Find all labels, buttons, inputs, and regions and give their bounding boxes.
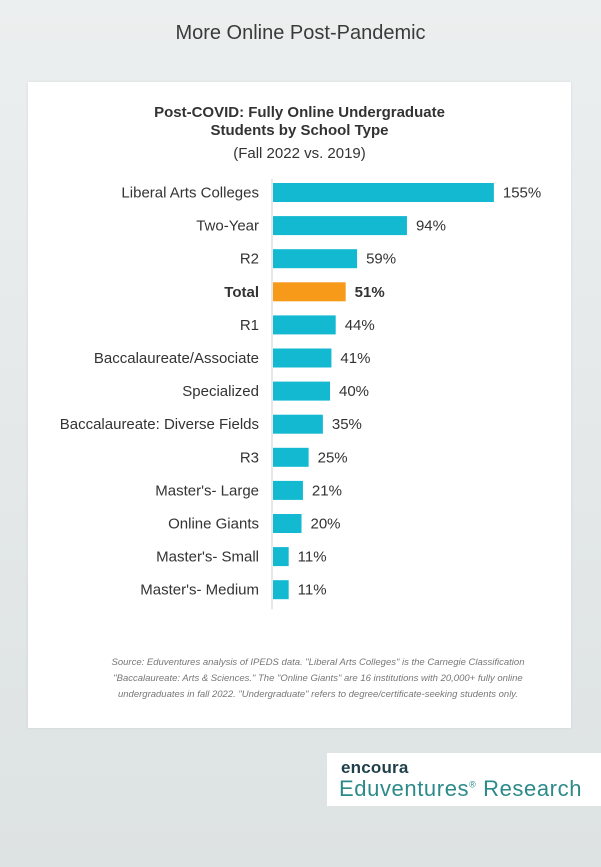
page-heading: More Online Post-Pandemic bbox=[175, 22, 426, 44]
value-label: 20% bbox=[311, 516, 341, 533]
category-label: Specialized bbox=[182, 383, 259, 400]
bar bbox=[273, 216, 407, 236]
value-label: 59% bbox=[366, 251, 396, 268]
source-line-1: Source: Eduventures analysis of IPEDS da… bbox=[111, 657, 525, 668]
source-line-3: undergraduates in fall 2022. "Undergradu… bbox=[117, 689, 518, 700]
value-label: 51% bbox=[355, 284, 385, 301]
value-label: 44% bbox=[345, 317, 375, 334]
bar bbox=[273, 480, 303, 500]
bar bbox=[273, 547, 289, 567]
category-label: R1 bbox=[240, 317, 259, 334]
encoura-wordmark: encoura bbox=[341, 758, 409, 777]
bar-chart: Liberal Arts Colleges 155% Two-Year 94% R2 59… bbox=[60, 179, 541, 610]
bar bbox=[273, 514, 302, 533]
source-line-2: "Baccalaureate: Arts & Sciences." The "O… bbox=[113, 673, 523, 684]
chart-title-line-2: Students by School Type bbox=[210, 122, 389, 139]
bar bbox=[273, 447, 309, 467]
bar bbox=[273, 249, 358, 269]
value-label: 11% bbox=[298, 582, 327, 599]
research-text: Research bbox=[483, 776, 583, 801]
bar bbox=[273, 381, 330, 401]
bar bbox=[273, 315, 336, 335]
value-label: 35% bbox=[332, 416, 362, 433]
bar bbox=[273, 348, 332, 368]
eduventures-logo: encoura Eduventures® Research bbox=[327, 753, 601, 806]
category-label: Baccalaureate: Diverse Fields bbox=[60, 416, 259, 433]
category-label: R3 bbox=[240, 449, 259, 466]
category-label: Two-Year bbox=[196, 218, 259, 235]
chart-title: Post-COVID: Fully Online Undergraduate S… bbox=[28, 104, 571, 140]
category-label: Online Giants bbox=[168, 516, 259, 533]
bar bbox=[273, 580, 289, 600]
category-label: R2 bbox=[240, 251, 259, 268]
bar bbox=[273, 414, 323, 434]
bar bbox=[273, 183, 494, 202]
chart-card: Post-COVID: Fully Online Undergraduate S… bbox=[28, 82, 571, 728]
eduventures-research-wordmark: Eduventures® Research bbox=[339, 776, 583, 801]
category-label: Master's- Large bbox=[155, 482, 259, 499]
category-label: Master's- Medium bbox=[140, 582, 259, 599]
value-label: 94% bbox=[416, 218, 446, 235]
value-label: 41% bbox=[340, 350, 370, 367]
category-label: Total bbox=[224, 284, 259, 301]
value-label: 40% bbox=[339, 383, 369, 400]
category-label: Baccalaureate/Associate bbox=[94, 350, 259, 367]
value-label: 155% bbox=[503, 185, 541, 202]
value-label: 11% bbox=[298, 549, 327, 566]
eduventures-text: Eduventures bbox=[339, 776, 470, 801]
chart-title-line-1: Post-COVID: Fully Online Undergraduate bbox=[154, 104, 445, 121]
source-note: Source: Eduventures analysis of IPEDS da… bbox=[88, 655, 548, 703]
value-label: 25% bbox=[318, 449, 348, 466]
chart-subtitle: (Fall 2022 vs. 2019) bbox=[233, 145, 366, 162]
value-label: 21% bbox=[312, 482, 342, 499]
category-label: Master's- Small bbox=[156, 549, 259, 566]
bar-highlight bbox=[273, 282, 346, 302]
category-label: Liberal Arts Colleges bbox=[121, 185, 259, 202]
